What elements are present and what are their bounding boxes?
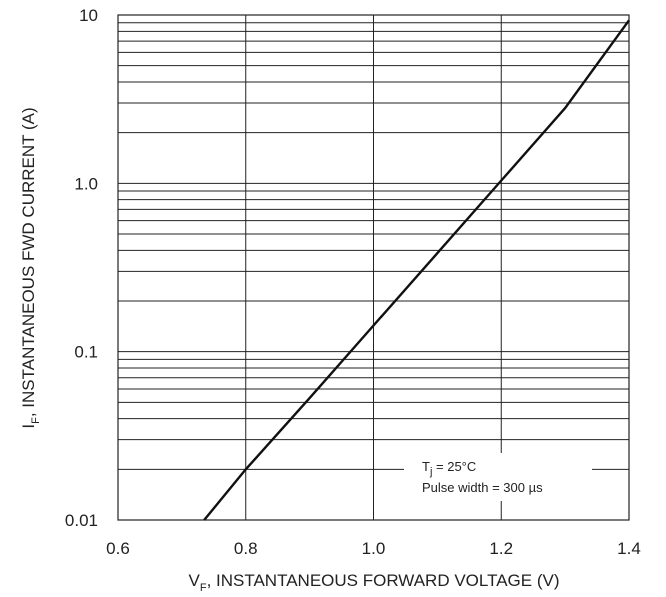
x-tick-label: 1.0 (362, 539, 386, 558)
grid-lines (117, 15, 630, 521)
tick-labels: 0.6 0.8 1.0 1.2 1.4 0.01 0.1 1.0 10 (65, 6, 641, 558)
x-tick-label: 1.2 (489, 539, 513, 558)
x-tick-label: 1.4 (617, 539, 641, 558)
annotation-line-1: Tj = 25°C (422, 459, 476, 478)
plot-frame (117, 14, 630, 521)
annotation-line-2: Pulse width = 300 µs (422, 480, 543, 495)
x-tick-label: 0.6 (106, 539, 130, 558)
y-tick-label: 1.0 (74, 174, 98, 193)
x-tick-label: 0.8 (234, 539, 258, 558)
annotation-background (404, 453, 592, 501)
y-axis-label: IF, INSTANTANEOUS FWD CURRENT (A) (19, 107, 42, 428)
y-tick-label: 10 (79, 6, 98, 25)
forward-current-curve (203, 19, 630, 521)
series-layer (203, 19, 630, 521)
annotation-box: Tj = 25°C Pulse width = 300 µs (404, 453, 592, 501)
y-tick-label: 0.1 (74, 343, 98, 362)
x-axis-label: VF, INSTANTANEOUS FORWARD VOLTAGE (V) (188, 571, 559, 594)
y-tick-label: 0.01 (65, 511, 98, 530)
